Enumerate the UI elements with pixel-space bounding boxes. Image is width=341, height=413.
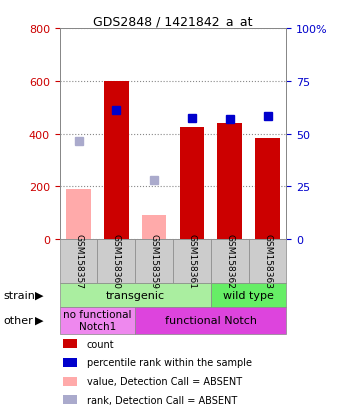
Text: strain: strain [3,290,35,300]
Text: transgenic: transgenic [106,290,165,300]
Text: ▶: ▶ [35,290,43,300]
Text: value, Detection Call = ABSENT: value, Detection Call = ABSENT [87,376,242,386]
Text: wild type: wild type [223,290,274,300]
Bar [180,128,204,240]
Text: other: other [3,315,33,325]
Bar [218,124,242,240]
Text: GSM158362: GSM158362 [225,234,234,289]
Text: GSM158360: GSM158360 [112,234,121,289]
Text: percentile rank within the sample: percentile rank within the sample [87,358,252,368]
Text: GSM158363: GSM158363 [263,234,272,289]
Text: no functional
Notch1: no functional Notch1 [63,309,132,331]
Text: functional Notch: functional Notch [165,315,257,325]
Bar [104,82,129,240]
Bar [255,138,280,240]
Text: GSM158359: GSM158359 [150,234,159,289]
Text: count: count [87,339,115,349]
Text: ▶: ▶ [35,315,43,325]
Bar [66,190,91,240]
Bar [142,216,166,240]
Text: GSM158357: GSM158357 [74,234,83,289]
Title: GDS2848 / 1421842_a_at: GDS2848 / 1421842_a_at [93,15,253,28]
Text: GSM158361: GSM158361 [188,234,196,289]
Text: rank, Detection Call = ABSENT: rank, Detection Call = ABSENT [87,395,237,405]
